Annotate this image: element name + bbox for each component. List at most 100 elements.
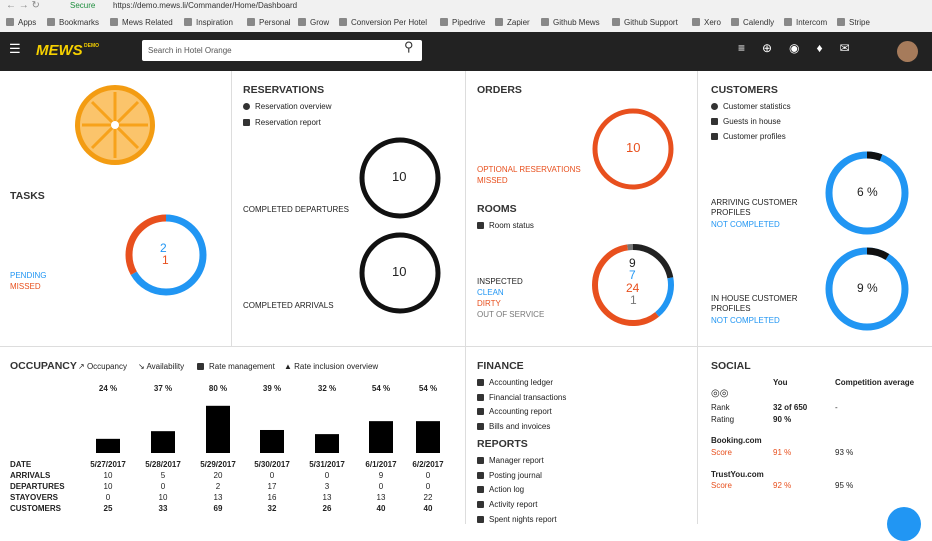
link-text[interactable]: Action log bbox=[489, 485, 525, 495]
tab-text[interactable]: Availability bbox=[146, 362, 185, 371]
link-text[interactable]: Posting journal bbox=[489, 470, 542, 480]
link[interactable]: Accounting ledger bbox=[477, 378, 553, 388]
ring-label: IN HOUSE CUSTOMER PROFILES bbox=[711, 294, 798, 313]
bookmark[interactable]: Apps bbox=[6, 18, 36, 28]
link[interactable]: Accounting report bbox=[477, 407, 552, 417]
bookmark-text[interactable]: Xero bbox=[704, 18, 721, 27]
link[interactable]: Financial transactions bbox=[477, 393, 566, 403]
link[interactable]: Posting journal bbox=[477, 471, 542, 481]
link-text[interactable]: Customer profiles bbox=[723, 132, 786, 141]
bookmark[interactable]: Grow bbox=[298, 18, 329, 28]
tab-text[interactable]: Rate inclusion overview bbox=[294, 362, 379, 371]
bookmark-text[interactable]: Github Mews bbox=[553, 18, 600, 27]
link-text[interactable]: Manager report bbox=[489, 456, 544, 465]
tab[interactable]: ↗ Occupancy bbox=[78, 362, 127, 371]
cell-value: 5/27/2017 bbox=[90, 460, 126, 469]
cell-value: 0 bbox=[160, 482, 166, 491]
search-box[interactable] bbox=[142, 40, 422, 61]
bookmark-text[interactable]: Stripe bbox=[849, 18, 870, 27]
logo-badge: DEMO bbox=[84, 43, 99, 49]
section-title: CUSTOMERS bbox=[711, 84, 778, 96]
bookmark[interactable]: Inspiration bbox=[184, 18, 233, 28]
bookmark[interactable]: Stripe bbox=[837, 18, 870, 28]
bookmark[interactable]: Mews Related bbox=[110, 18, 173, 28]
link[interactable]: Customer statistics bbox=[711, 102, 791, 112]
link-text[interactable]: Guests in house bbox=[723, 117, 781, 126]
bookmark-text[interactable]: Github Support bbox=[624, 18, 678, 27]
graphics bbox=[75, 85, 909, 453]
bookmark-text[interactable]: Bookmarks bbox=[59, 18, 100, 27]
link-text[interactable]: Customer statistics bbox=[723, 102, 791, 111]
bookmark[interactable]: Bookmarks bbox=[47, 18, 99, 28]
bookmark-text[interactable]: Apps bbox=[18, 18, 37, 27]
link-text[interactable]: Activity report bbox=[489, 500, 538, 510]
menu-icon[interactable]: ☰ bbox=[9, 41, 21, 56]
tab-text[interactable]: Occupancy bbox=[86, 362, 127, 371]
ring-number: 1 bbox=[630, 293, 637, 307]
logo[interactable]: MEWS bbox=[36, 42, 83, 59]
panel bbox=[466, 71, 698, 347]
link[interactable]: Bills and invoices bbox=[477, 422, 550, 432]
link-text[interactable]: Accounting report bbox=[489, 407, 552, 417]
link[interactable]: Reservation overview bbox=[243, 102, 331, 112]
bookmark[interactable]: Xero bbox=[692, 18, 721, 28]
bookmark-icon bbox=[110, 18, 118, 26]
chat-button[interactable] bbox=[887, 507, 921, 541]
bar bbox=[416, 421, 440, 453]
link[interactable]: Room status bbox=[477, 221, 534, 231]
bookmark-text[interactable]: Pipedrive bbox=[452, 18, 486, 27]
section-title: ROOMS bbox=[477, 203, 517, 215]
link[interactable]: Guests in house bbox=[711, 117, 781, 127]
bookmark-text[interactable]: Conversion Per Hotel bbox=[351, 18, 428, 27]
bookmark-text[interactable]: Calendly bbox=[743, 18, 775, 27]
ring-status: NOT COMPLETED bbox=[711, 316, 780, 325]
search-placeholder[interactable]: Search in Hotel Orange bbox=[148, 46, 232, 55]
bookmark[interactable]: Intercom bbox=[784, 18, 827, 28]
nav-buttons[interactable]: ← → ↻ bbox=[6, 0, 40, 11]
bar bbox=[260, 429, 284, 453]
cell-value: 10 bbox=[103, 471, 113, 480]
bookmark-text[interactable]: Personal bbox=[259, 18, 291, 27]
link-icon bbox=[477, 471, 484, 479]
link[interactable]: Action log bbox=[477, 485, 524, 495]
link-text[interactable]: Room status bbox=[489, 221, 534, 230]
url[interactable]: https://demo.mews.li/Commander/Home/Dash… bbox=[113, 1, 298, 10]
bookmark[interactable]: Pipedrive bbox=[440, 18, 485, 28]
bar bbox=[96, 438, 120, 453]
row-label: CUSTOMERS bbox=[10, 504, 61, 513]
bookmark-text[interactable]: Grow bbox=[310, 18, 330, 27]
link-text[interactable]: Accounting ledger bbox=[489, 378, 554, 387]
link[interactable]: Manager report bbox=[477, 456, 544, 466]
tab[interactable]: Rate management bbox=[197, 362, 275, 372]
tab-text[interactable]: Rate management bbox=[209, 362, 275, 371]
tab[interactable]: ▲ Rate inclusion overview bbox=[284, 362, 379, 371]
link[interactable]: Reservation report bbox=[243, 118, 321, 128]
search-icon[interactable]: ⚲ bbox=[404, 39, 414, 54]
cell-value: 0 bbox=[425, 471, 431, 480]
link[interactable]: Spent nights report bbox=[477, 515, 557, 525]
cell-value: 5/29/2017 bbox=[200, 460, 236, 469]
bookmark[interactable]: Github Support bbox=[612, 18, 678, 28]
bookmark[interactable]: Calendly bbox=[731, 18, 774, 28]
link-text[interactable]: Financial transactions bbox=[489, 392, 567, 402]
link-text[interactable]: Reservation report bbox=[255, 118, 321, 127]
link-text[interactable]: Reservation overview bbox=[255, 102, 332, 111]
nav-icons[interactable]: ≡⊕◉♦✉ bbox=[738, 41, 867, 55]
bookmark[interactable]: Github Mews bbox=[541, 18, 600, 28]
bookmark-text[interactable]: Intercom bbox=[796, 18, 828, 27]
cell-value: 0 bbox=[105, 493, 111, 502]
bar bbox=[369, 421, 393, 453]
bookmark-text[interactable]: Zapier bbox=[507, 18, 530, 27]
bookmark[interactable]: Conversion Per Hotel bbox=[339, 18, 427, 28]
link[interactable]: Activity report bbox=[477, 500, 537, 510]
tab[interactable]: ↘ Availability bbox=[138, 362, 185, 371]
link-text[interactable]: Bills and invoices bbox=[489, 422, 551, 432]
bookmark[interactable]: Personal bbox=[247, 18, 291, 28]
bookmark-text[interactable]: Mews Related bbox=[122, 18, 173, 27]
avatar[interactable] bbox=[897, 41, 918, 62]
link[interactable]: Customer profiles bbox=[711, 132, 786, 142]
bookmark[interactable]: Zapier bbox=[495, 18, 530, 28]
link-text[interactable]: Spent nights report bbox=[489, 514, 557, 524]
bookmark-text[interactable]: Inspiration bbox=[196, 18, 233, 27]
legend-label: CLEAN bbox=[477, 288, 504, 297]
